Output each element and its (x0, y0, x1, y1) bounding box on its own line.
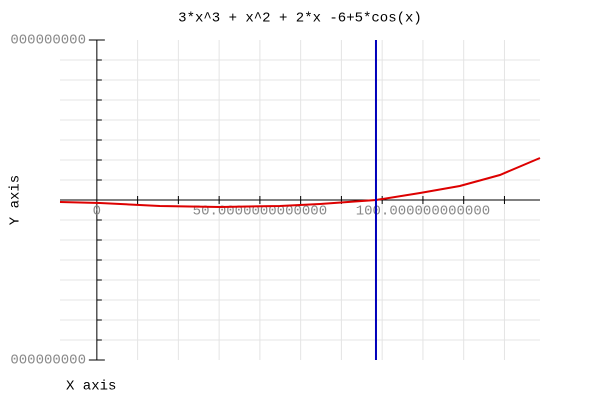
y-tick-label: 000000000 (10, 353, 86, 369)
chart-title: 3*x^3 + x^2 + 2*x -6+5*cos(x) (178, 11, 422, 27)
x-tick-label: 0 (93, 204, 101, 220)
x-axis-label: X axis (66, 379, 116, 395)
y-tick-label: 000000000 (10, 33, 86, 49)
x-tick-label: 100.000000000000 (356, 204, 490, 220)
y-axis-label: Y axis (8, 175, 24, 225)
line-series (59, 157, 541, 209)
